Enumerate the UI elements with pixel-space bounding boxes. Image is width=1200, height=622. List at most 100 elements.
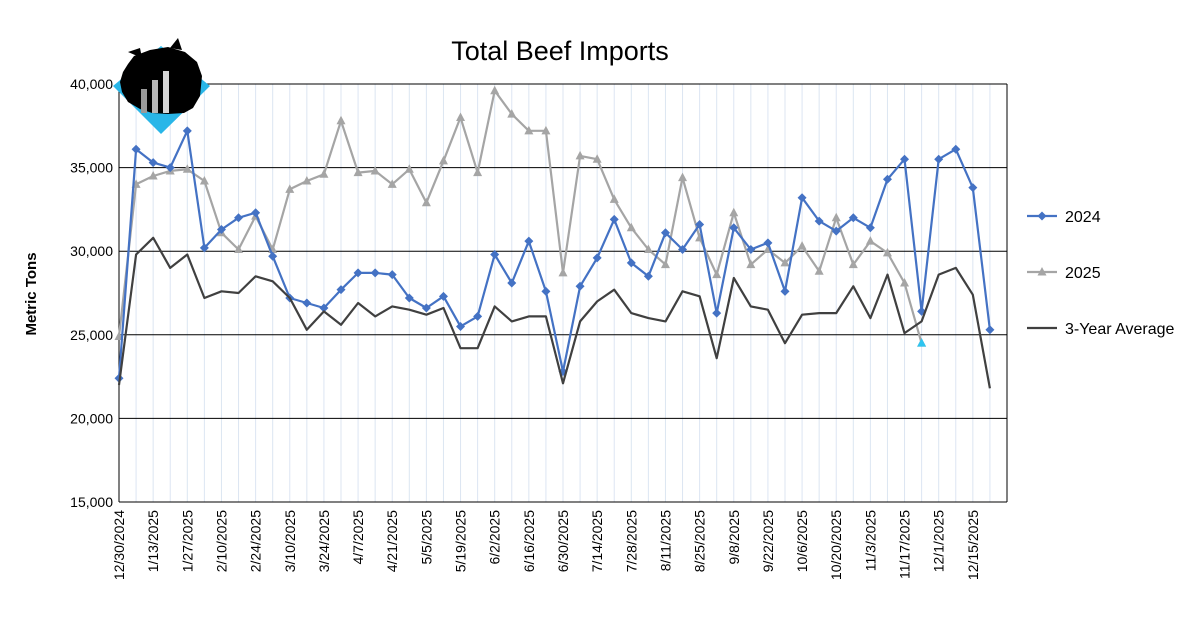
data-point-2025 [473,167,483,177]
data-point-2025 [490,85,500,95]
data-point-2024 [473,311,483,321]
data-point-2024 [575,281,585,291]
data-point-2025 [848,259,858,269]
data-point-2025 [370,165,380,175]
data-point-2024 [951,144,961,154]
data-point-2024 [643,271,653,281]
logo-bar-1 [141,89,147,113]
data-point-2024 [831,226,841,236]
x-tick-label: 9/22/2025 [760,510,776,572]
data-point-2024 [165,163,175,173]
data-point-2024 [592,253,602,263]
data-point-2024 [934,154,944,164]
legend-marker-2025 [1037,267,1047,276]
data-point-2025 [182,164,192,173]
data-point-2025 [285,184,295,193]
data-point-2025 [626,222,636,232]
data-point-2025 [353,167,363,177]
data-point-2025 [199,175,209,185]
x-tick-label: 1/27/2025 [179,510,195,572]
data-point-2024 [148,158,158,168]
x-tick-label: 9/8/2025 [726,510,742,565]
data-point-2024 [353,268,363,278]
series-line-2024 [117,129,991,379]
data-point-2025 [336,115,346,125]
data-point-2025 [148,170,158,180]
data-point-2025 [643,244,653,254]
x-tick-label: 6/16/2025 [521,510,537,572]
data-point-2024 [814,216,824,226]
data-point-2025 [438,155,448,165]
x-tick-label: 7/28/2025 [623,510,639,572]
data-point-2025 [541,125,551,135]
data-point-2024 [438,291,448,301]
y-tick-label: 40,000 [70,76,113,92]
logo-bar-3 [163,71,169,113]
data-point-2024 [302,298,312,308]
legend-label-2025: 2025 [1065,265,1101,282]
x-tick-label: 12/1/2025 [931,510,947,572]
data-point-2025 [507,109,517,118]
x-tick-label: 4/21/2025 [384,510,400,572]
data-point-2025 [404,164,414,173]
data-point-2025 [678,172,688,182]
data-point-2025 [319,169,329,178]
y-tick-label: 25,000 [70,327,113,343]
data-point-2025 [524,125,534,135]
data-point-2025 [729,207,739,217]
bull-horn-right [170,38,182,50]
data-point-2024 [370,268,380,278]
data-point-2024 [660,228,670,238]
legend-label-2024: 2024 [1065,209,1101,226]
x-tick-label: 10/6/2025 [794,510,810,572]
x-tick-label: 10/20/2025 [828,510,844,580]
data-point-2024 [900,154,910,164]
data-point-2025 [882,247,892,257]
data-point-2024 [729,223,739,233]
y-tick-label: 30,000 [70,243,113,259]
x-tick-label: 6/2/2025 [487,510,503,565]
legend: 2024 2025 3-Year Average [1027,209,1175,338]
x-tick-label: 11/3/2025 [862,510,878,571]
series-line-3-year-average [117,236,991,389]
logo-bar-2 [152,80,158,113]
data-point-2024 [490,250,500,260]
data-point-2024 [234,213,244,223]
data-point-2024 [216,224,226,234]
data-point-2025 [900,277,910,287]
legend-marker-2024 [1037,211,1047,221]
x-tick-label: 4/7/2025 [350,510,366,565]
x-tick-label: 8/11/2025 [657,510,673,571]
data-point-2024 [882,174,892,184]
data-point-2024 [131,144,141,154]
data-point-2024 [712,308,722,318]
bull-horn-left [128,48,142,58]
data-point-2024 [182,126,192,136]
series-line-2025 [117,89,923,344]
data-point-2025 [797,241,807,250]
axes [118,84,1008,502]
x-tick-label: 5/19/2025 [453,510,469,572]
data-point-2024 [746,245,756,255]
y-tick-label: 15,000 [70,494,113,510]
bull-head-silhouette [120,47,202,114]
data-point-2024 [336,285,346,295]
data-point-2024 [678,245,688,255]
data-point-2024 [404,293,414,303]
data-point-2024 [524,236,534,246]
data-point-2024 [507,278,517,288]
data-point-2024 [968,183,978,193]
data-point-2024 [268,251,278,261]
data-point-2024 [985,325,995,335]
data-point-2024 [865,223,875,233]
data-point-2025 [865,236,875,245]
data-point-2024 [251,208,261,218]
data-point-2025 [421,197,431,207]
y-axis-label: Metric Tons [23,252,40,335]
x-tick-label: 3/10/2025 [282,510,298,572]
data-point-2025 [814,266,824,275]
chart-title: Total Beef Imports [451,36,669,66]
data-point-2025 [456,112,466,121]
data-point-2025 [712,269,722,279]
data-point-2024 [456,321,466,331]
